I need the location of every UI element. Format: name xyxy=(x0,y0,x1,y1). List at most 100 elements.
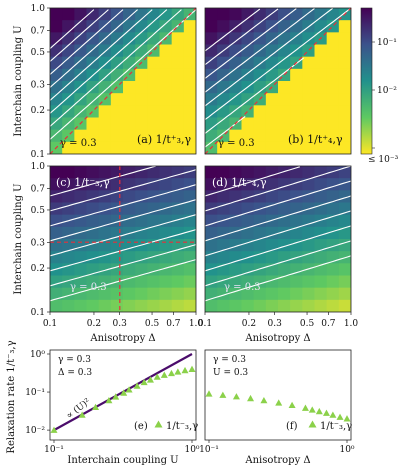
heatmap-cell xyxy=(302,81,316,94)
frame-e xyxy=(49,349,197,441)
contour-line xyxy=(50,229,196,272)
heatmap-cell xyxy=(50,105,63,119)
heatmap-cell xyxy=(62,251,75,264)
heatmap-cell xyxy=(326,239,340,252)
heatmap-cell xyxy=(50,190,63,204)
heatmap-cell xyxy=(135,263,148,277)
y-tick-label: 0.5 xyxy=(31,206,46,216)
heatmap-cell xyxy=(338,226,351,240)
y-tick-label: 10⁰ xyxy=(30,350,45,360)
heatmap-cell xyxy=(290,81,303,94)
heatmap-cell xyxy=(290,299,303,312)
heatmap-cell xyxy=(123,214,136,228)
heatmap-cell xyxy=(265,44,279,58)
heatmap-cell xyxy=(50,275,63,289)
heatmap-cell xyxy=(183,226,196,240)
gamma-label-f: γ = 0.3 xyxy=(213,355,246,365)
heatmap-cell xyxy=(159,202,173,216)
heatmap-cell xyxy=(123,190,136,204)
heatmap-cell xyxy=(290,117,303,131)
data-point xyxy=(92,403,100,410)
heatmap-cell xyxy=(110,68,124,82)
heatmap-cell xyxy=(302,299,316,312)
heatmap-cell xyxy=(217,287,230,301)
heatmap-cell xyxy=(217,8,230,21)
legend-marker-f xyxy=(308,420,317,428)
heatmap-cell xyxy=(159,81,173,94)
heatmap-cell xyxy=(62,287,75,301)
contour-line xyxy=(50,169,196,212)
heatmap-cell xyxy=(123,251,136,264)
heatmap-cell xyxy=(86,251,100,264)
heatmap-cell xyxy=(183,275,196,289)
heatmap-cell xyxy=(98,81,112,94)
heatmap-cell xyxy=(110,251,124,264)
contour-line xyxy=(50,244,196,287)
heatmap-cell xyxy=(123,32,136,46)
data-point xyxy=(174,368,182,375)
heatmap-cell xyxy=(183,166,196,179)
heatmap-cell xyxy=(135,178,148,191)
heatmap-cell xyxy=(98,226,112,240)
heatmap-cell xyxy=(171,299,185,312)
heatmap-cell xyxy=(290,214,303,228)
heatmap-cell xyxy=(86,239,100,252)
heatmap-cell xyxy=(183,129,196,143)
data-point xyxy=(308,406,316,413)
heatmap-cell xyxy=(171,251,185,264)
heatmap-cell xyxy=(159,275,173,289)
heatmap-cell xyxy=(265,166,279,179)
data-point xyxy=(181,366,189,374)
heatmap-cell xyxy=(110,105,124,119)
data-point xyxy=(125,386,133,393)
heatmap-cell xyxy=(302,105,316,119)
heatmap-cell xyxy=(74,56,88,70)
heatmap-cell xyxy=(86,299,100,312)
heatmap-cell xyxy=(314,81,328,94)
heatmap-cell xyxy=(123,105,136,119)
heatmap-cell xyxy=(135,190,148,204)
heatmap-cell xyxy=(241,129,255,143)
heatmap-cell xyxy=(183,214,196,228)
heatmap-cell xyxy=(229,141,243,154)
heatmap-cell xyxy=(62,32,75,46)
data-point xyxy=(219,391,227,398)
heatmap-cell xyxy=(110,263,124,277)
heatmap-cell xyxy=(74,68,88,82)
heatmap-cell xyxy=(278,93,291,106)
heatmap-cell xyxy=(229,275,243,289)
heatmap-cell xyxy=(326,202,340,216)
heatmap-cell xyxy=(241,190,255,204)
heatmap-cell xyxy=(205,178,218,191)
heatmap-cell xyxy=(50,32,63,46)
heatmap-cell xyxy=(98,105,112,119)
x-tick-label: 10⁰ xyxy=(339,445,354,455)
heatmap-cell xyxy=(253,263,267,277)
heatmap-cell xyxy=(74,8,88,21)
heatmap-cell xyxy=(135,117,148,131)
heatmap-cell xyxy=(265,141,279,154)
heatmap-cell xyxy=(74,226,88,240)
heatmap-cell xyxy=(205,68,218,82)
heatmap-cell xyxy=(98,190,112,204)
heatmap-cell xyxy=(253,105,267,119)
heatmap-cell xyxy=(183,93,196,106)
heatmap-cell xyxy=(241,166,255,179)
heatmap-cell xyxy=(326,287,340,301)
heatmap-cell xyxy=(338,129,351,143)
data-point xyxy=(78,411,86,418)
scatter-panel-e: 10⁻¹ 10⁰ 10⁻² 10⁻¹ 10⁰ xyxy=(25,350,200,455)
contour-line xyxy=(50,184,196,227)
x-tick-label: 1.0 xyxy=(344,319,359,329)
heatmap-cell xyxy=(241,68,255,82)
heatmap-cell xyxy=(314,93,328,106)
heatmap-cell xyxy=(62,68,75,82)
heatmap-cell xyxy=(50,56,63,70)
y-tick-label: 1.0 xyxy=(31,162,46,172)
panel-label-c: (c) 1/t⁻₃,γ xyxy=(56,176,110,189)
heatmap-cell xyxy=(183,81,196,94)
data-point xyxy=(275,399,283,406)
heatmap-cell xyxy=(229,93,243,106)
heatmap-cell xyxy=(50,117,63,131)
heatmap-cell xyxy=(314,105,328,119)
